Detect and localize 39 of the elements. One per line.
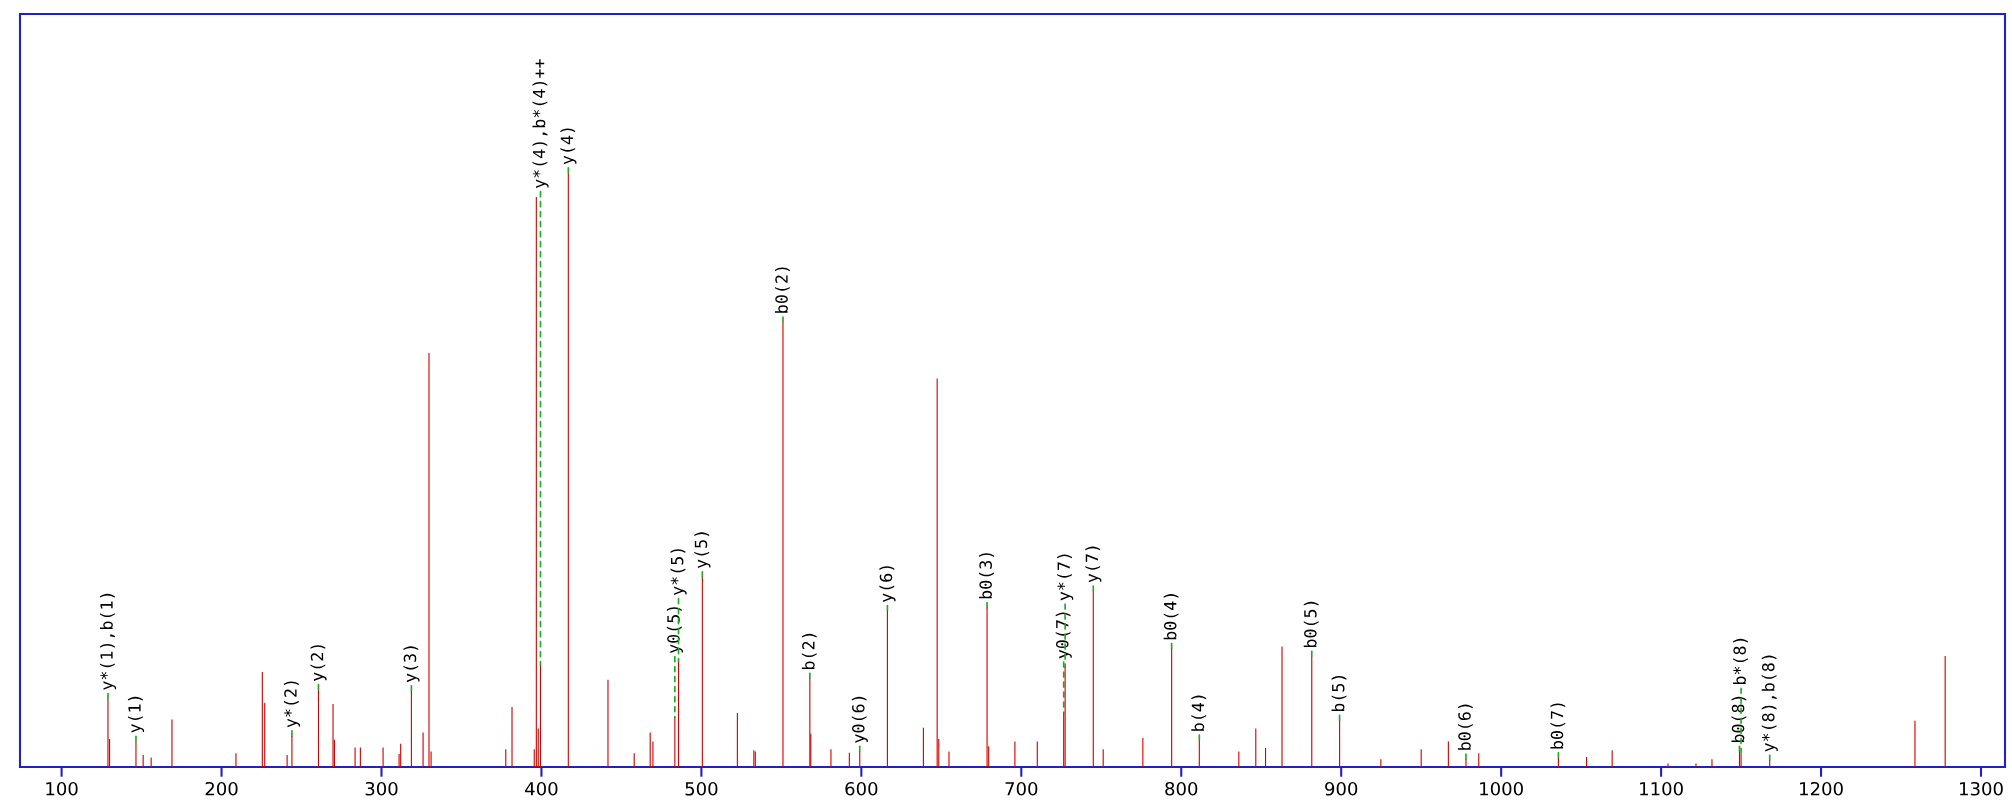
annotation: b0(5) <box>1303 601 1319 647</box>
annotation: b0(4) <box>1163 594 1179 640</box>
x-tick-label: 400 <box>525 781 558 796</box>
annotation: b*(8) <box>1733 638 1748 684</box>
x-tick-label: 300 <box>365 781 398 796</box>
annotation: y*(7) <box>1057 554 1074 601</box>
annotation: b(4) <box>1191 695 1207 731</box>
x-tick-label: 100 <box>46 781 78 796</box>
annotation: b0(3) <box>979 553 994 599</box>
x-tick-label: 500 <box>685 781 718 796</box>
annotation: y(2) <box>310 645 327 681</box>
annotation: b0(2) <box>774 267 790 313</box>
annotation: y(6) <box>879 566 896 602</box>
annotation: y0(7) <box>1055 612 1072 659</box>
x-tick-label: 1300 <box>1960 781 2003 796</box>
annotation: y(7) <box>1085 546 1102 583</box>
annotation: y(5) <box>694 532 711 569</box>
x-tick-label: 800 <box>1165 781 1198 796</box>
annotation: y*(1),b(1) <box>99 593 117 690</box>
annotation: b0(8) <box>1731 696 1747 742</box>
annotation: y*(2) <box>283 681 301 728</box>
x-tick-label: 600 <box>845 781 878 796</box>
annotation: b(2) <box>801 633 817 669</box>
x-tick-label: 1100 <box>1640 781 1683 796</box>
annotation: y(3) <box>403 646 420 683</box>
annotation: y(4) <box>560 128 577 165</box>
annotation: y*(8),b(8) <box>1761 655 1778 752</box>
x-tick-label: 1000 <box>1480 781 1523 796</box>
annotation: y(1) <box>127 696 145 733</box>
annotation: y0(6) <box>851 696 868 743</box>
annotation: y*(5) <box>670 549 687 596</box>
x-tick-label: 1200 <box>1800 781 1843 796</box>
annotation: b0(7) <box>1550 703 1566 749</box>
x-tick-label: 900 <box>1325 781 1358 796</box>
annotation: y*(4),b*(4)++ <box>532 59 549 189</box>
x-tick-label: 700 <box>1005 781 1038 796</box>
x-tick-label: 200 <box>205 781 238 796</box>
annotation: b(5) <box>1331 676 1347 712</box>
annotation: b0(6) <box>1457 704 1473 750</box>
